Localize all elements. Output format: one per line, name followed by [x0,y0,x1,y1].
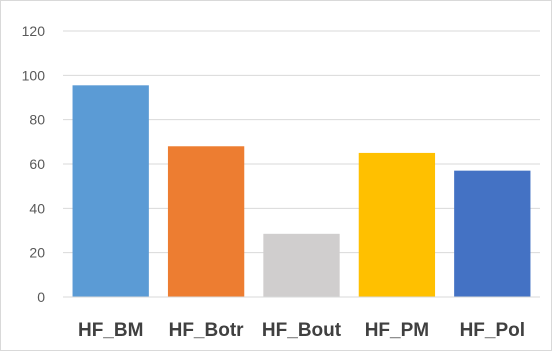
bar-hf-botr [167,146,245,297]
bar-hf-pm [358,152,436,297]
bars [72,85,531,297]
bar-hf-bm [72,85,149,297]
y-tick-label: 60 [29,156,45,172]
x-category-label: HF_Bout [262,320,342,341]
x-axis-category-labels: HF_BM HF_Botr HF_Bout HF_PM HF_Pol [78,320,525,341]
y-tick-label: 100 [22,67,46,83]
y-axis-tick-labels: 0 20 40 60 80 100 120 [22,23,46,305]
y-tick-label: 80 [29,112,45,128]
bar-hf-pol [454,170,531,297]
x-category-label: HF_BM [78,320,143,341]
y-tick-label: 0 [37,289,45,305]
x-category-label: HF_Pol [460,320,525,341]
y-tick-label: 120 [22,23,46,39]
x-category-label: HF_Botr [169,320,245,341]
x-category-label: HF_PM [365,320,429,341]
y-tick-label: 40 [29,200,45,216]
y-tick-label: 20 [29,245,45,261]
bar-hf-bout [263,233,340,297]
